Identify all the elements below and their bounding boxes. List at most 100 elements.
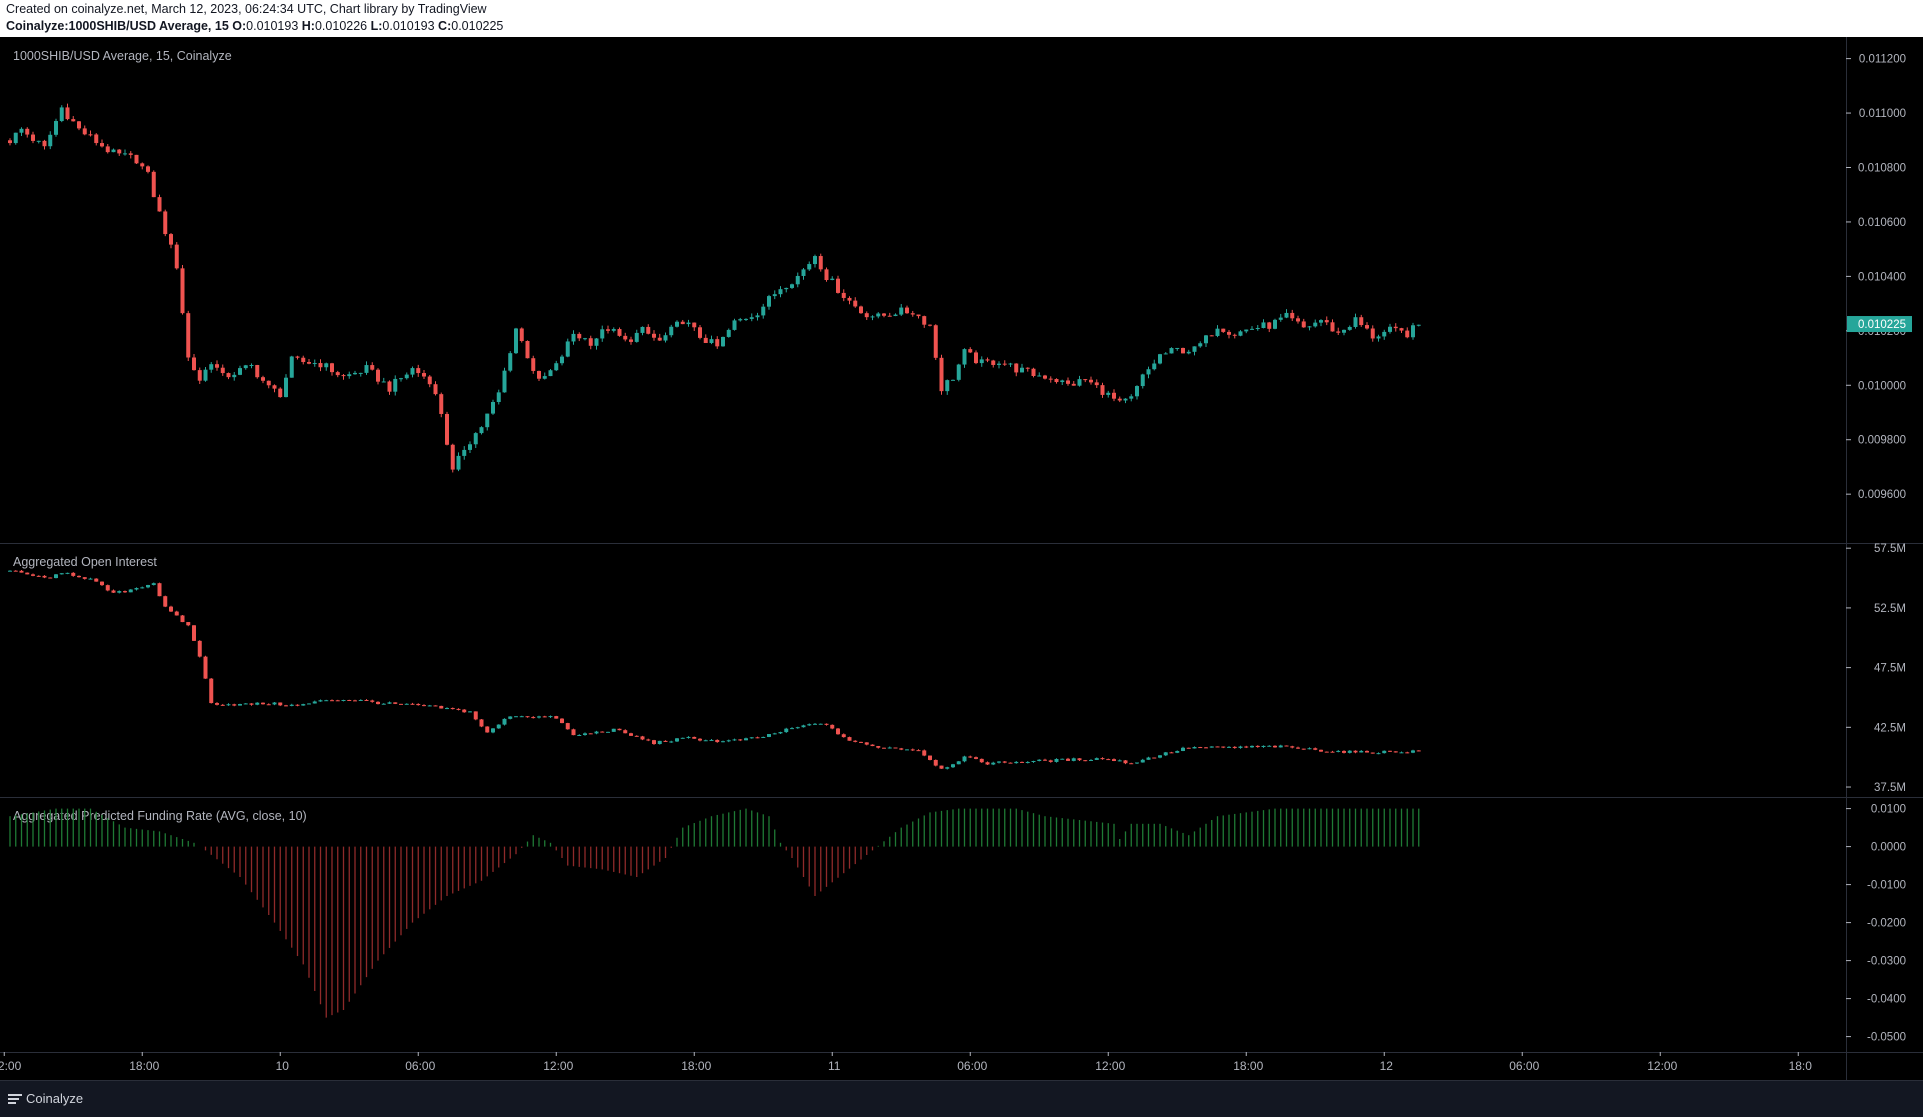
candle-body — [778, 289, 783, 295]
candle-body — [370, 700, 375, 702]
candle-body — [284, 705, 288, 707]
candle-body — [479, 427, 484, 434]
y-tick-label: 0.0000 — [1871, 842, 1906, 854]
candle-body — [951, 764, 955, 768]
candle-body — [870, 316, 875, 318]
candle-body — [698, 738, 702, 741]
candle-body — [496, 392, 501, 402]
candle-body — [514, 716, 518, 718]
candle-body — [893, 314, 898, 317]
candle-body — [1411, 750, 1415, 753]
candle-body — [916, 314, 921, 317]
candle-body — [197, 640, 202, 657]
candle-body — [1135, 762, 1139, 764]
candle-body — [1198, 747, 1203, 749]
high-value: 0.010226 — [314, 19, 368, 33]
candle-body — [88, 578, 93, 580]
candle-body — [1307, 748, 1312, 750]
candle-body — [1192, 747, 1197, 749]
candle-body — [1296, 318, 1300, 322]
candle-body — [1181, 747, 1185, 751]
candle-body — [330, 700, 334, 702]
candle-body — [985, 359, 990, 361]
candle-body — [749, 317, 754, 319]
candle-body — [560, 356, 564, 364]
candle-body — [65, 107, 70, 120]
candle-body — [433, 705, 438, 707]
candle-body — [887, 747, 892, 749]
chart-svg[interactable]: 1000SHIB/USD Average, 15, Coinalyze 0.011… — [0, 37, 1923, 1080]
candle-body — [1221, 328, 1226, 332]
candle-body — [933, 759, 938, 766]
candle-body — [1089, 379, 1093, 383]
candle-body — [1388, 750, 1392, 752]
candle-body — [1008, 363, 1013, 365]
candle-body — [525, 341, 530, 359]
candle-body — [583, 733, 587, 735]
candle-body — [1261, 745, 1266, 747]
candle-body — [1382, 750, 1387, 754]
candle-body — [226, 373, 231, 378]
candle-body — [393, 702, 398, 704]
candle-body — [617, 329, 622, 336]
candle-body — [985, 762, 990, 765]
candle-body — [19, 128, 24, 133]
candle-body — [94, 578, 99, 582]
candle-body — [100, 581, 104, 586]
candle-body — [491, 401, 495, 414]
candle-body — [140, 587, 145, 589]
last-price-label: 0.010225 — [1858, 319, 1906, 331]
candle-body — [1186, 747, 1191, 749]
x-tick-label: 12:00 — [543, 1059, 573, 1073]
candle-body — [180, 615, 185, 623]
candle-body — [450, 708, 455, 710]
candle-body — [864, 742, 869, 745]
candle-body — [1100, 385, 1105, 395]
candle-body — [1307, 326, 1312, 328]
candle-body — [905, 307, 909, 314]
candle-body — [473, 711, 478, 720]
chart-area[interactable]: 1000SHIB/USD Average, 15, Coinalyze 0.011… — [0, 37, 1923, 1080]
candle-body — [456, 455, 461, 470]
candle-body — [1399, 328, 1404, 331]
x-tick-label: 18:00 — [129, 1059, 159, 1073]
candle-body — [859, 306, 863, 314]
y-tick-label: 0.009800 — [1858, 435, 1906, 447]
candle-body — [508, 353, 513, 371]
candle-body — [657, 337, 662, 341]
candle-body — [393, 378, 398, 392]
y-tick-label: 37.5M — [1874, 782, 1906, 794]
candle-body — [1405, 330, 1410, 338]
candle-body — [588, 733, 593, 735]
candle-body — [525, 716, 530, 718]
candle-body — [146, 584, 150, 588]
candle-body — [841, 734, 846, 738]
candle-body — [462, 709, 467, 713]
candle-body — [1094, 758, 1099, 760]
candle-body — [738, 739, 743, 741]
candle-body — [554, 716, 559, 719]
candle-body — [100, 143, 104, 147]
candle-body — [715, 339, 720, 347]
candle-body — [1359, 750, 1364, 753]
candle-body — [1255, 745, 1260, 747]
candle-body — [404, 703, 409, 705]
coinalyze-logo[interactable]: Coinalyze — [8, 1091, 83, 1106]
candle-body — [1330, 751, 1335, 753]
candle-body — [1273, 745, 1277, 748]
candle-body — [979, 758, 984, 763]
candle-body — [1169, 348, 1174, 354]
candle-body — [192, 625, 196, 641]
candle-body — [410, 703, 415, 705]
candle-body — [473, 433, 478, 445]
candle-body — [1238, 746, 1243, 748]
candle-body — [427, 705, 432, 707]
candle-body — [606, 731, 610, 733]
candle-body — [767, 734, 771, 737]
candle-body — [496, 724, 501, 729]
candle-body — [123, 591, 127, 593]
x-tick-label: 12:00 — [1095, 1059, 1125, 1073]
candle-body — [71, 572, 76, 576]
x-tick-label: 12:00 — [0, 1059, 22, 1073]
candle-body — [456, 708, 461, 710]
